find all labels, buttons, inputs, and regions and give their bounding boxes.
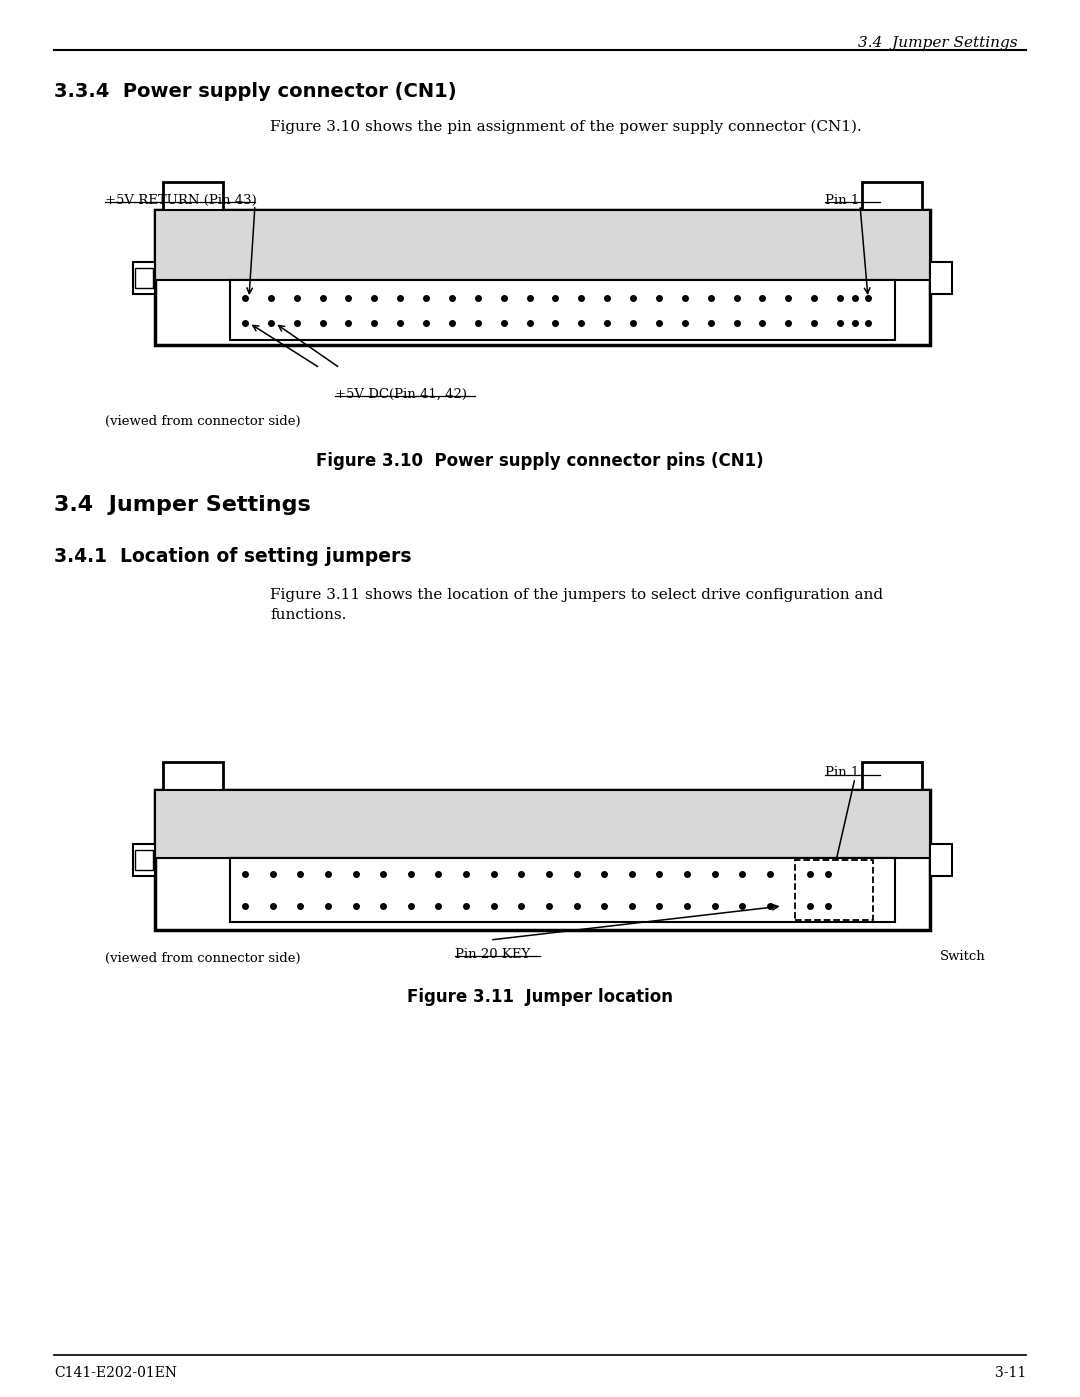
Text: Pin 1: Pin 1	[825, 194, 860, 207]
Bar	[230, 279, 895, 339]
Text: functions.: functions.	[270, 608, 347, 622]
Text: C141-E202-01EN: C141-E202-01EN	[54, 1366, 177, 1380]
Bar	[163, 182, 222, 210]
Text: Figure 3.11 shows the location of the jumpers to select drive configuration and: Figure 3.11 shows the location of the ju…	[270, 588, 883, 602]
Bar	[156, 210, 930, 279]
Bar	[156, 789, 930, 930]
Bar	[156, 789, 930, 858]
Bar	[163, 761, 222, 789]
Text: 3-11: 3-11	[995, 1366, 1026, 1380]
Bar	[135, 849, 153, 870]
Text: Pin 1: Pin 1	[825, 766, 860, 780]
Bar	[135, 267, 153, 288]
Bar	[795, 861, 873, 921]
Text: Figure 3.10 shows the pin assignment of the power supply connector (CN1).: Figure 3.10 shows the pin assignment of …	[270, 120, 862, 134]
Bar	[156, 210, 930, 345]
Text: Figure 3.10  Power supply connector pins (CN1): Figure 3.10 Power supply connector pins …	[316, 453, 764, 469]
Text: Figure 3.11  Jumper location: Figure 3.11 Jumper location	[407, 988, 673, 1006]
Bar	[930, 844, 951, 876]
Bar	[930, 261, 951, 293]
Text: +5V RETURN (Pin 43): +5V RETURN (Pin 43)	[105, 194, 257, 207]
Text: 3.4.1  Location of setting jumpers: 3.4.1 Location of setting jumpers	[54, 548, 411, 566]
Bar	[133, 844, 156, 876]
Text: Switch: Switch	[940, 950, 986, 963]
Bar	[862, 182, 922, 210]
Text: +5V DC(Pin 41, 42): +5V DC(Pin 41, 42)	[335, 388, 467, 401]
Text: (viewed from connector side): (viewed from connector side)	[105, 415, 300, 427]
Text: 3.4  Jumper Settings: 3.4 Jumper Settings	[859, 36, 1018, 50]
Text: 3.4  Jumper Settings: 3.4 Jumper Settings	[54, 495, 311, 515]
Text: Pin 20 KEY: Pin 20 KEY	[455, 949, 530, 961]
Bar	[133, 261, 156, 293]
Text: 3.3.4  Power supply connector (CN1): 3.3.4 Power supply connector (CN1)	[54, 82, 457, 101]
Bar	[230, 858, 895, 922]
Bar	[862, 761, 922, 789]
Text: (viewed from connector side): (viewed from connector side)	[105, 951, 300, 965]
